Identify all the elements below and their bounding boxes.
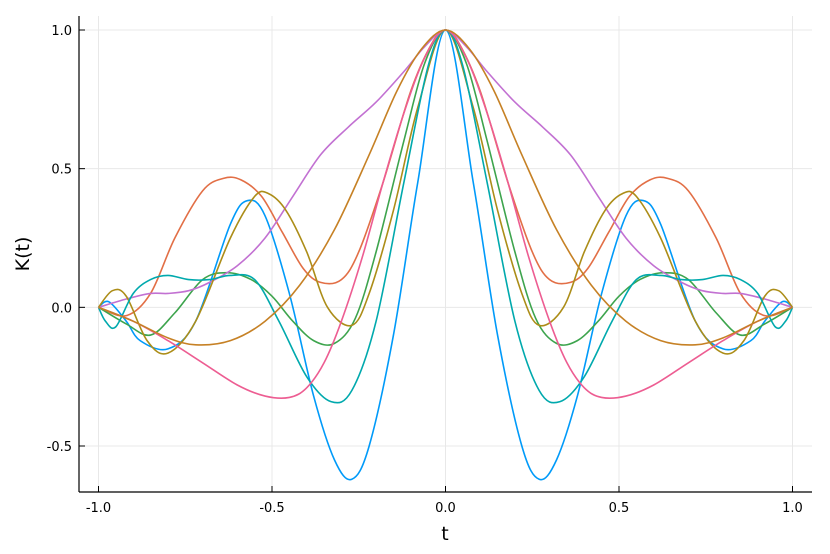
x-axis-title: t [441,523,448,545]
grid-lines [79,16,812,492]
y-tick-label: 0.5 [51,163,72,178]
x-tick-label: -0.5 [259,501,284,516]
x-tick-label: 1.0 [782,501,803,516]
series-lines [97,29,794,481]
x-tick-label: 0.5 [609,501,630,516]
x-tick-label: 0.0 [435,501,456,516]
y-tick-label: 0.0 [51,301,72,316]
y-tick-label: -0.5 [47,440,72,455]
y-axis-title: K(t) [12,237,34,272]
y-tick-label: 1.0 [51,24,72,39]
series-line-8 [98,29,793,346]
x-tick-label: -1.0 [86,501,111,516]
tick-labels: -1.0 -0.5 0.0 0.5 1.0 -0.5 0.0 0.5 1.0 [47,24,803,516]
